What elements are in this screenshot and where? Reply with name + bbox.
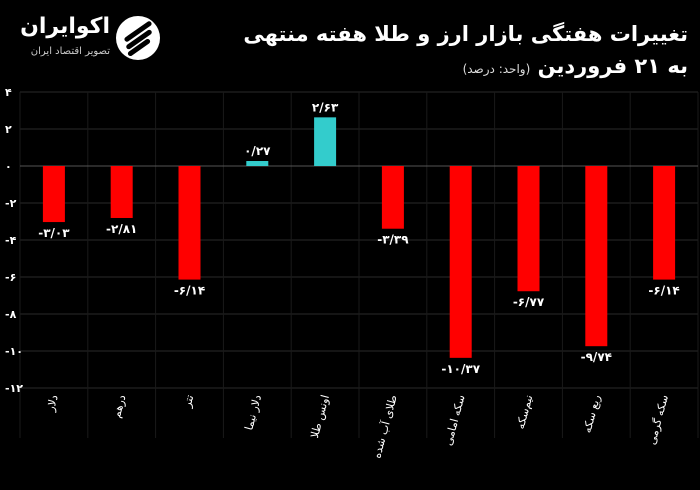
category-label: سکه امامی: [442, 393, 468, 447]
title-line-1: تغییرات هفتگی بازار ارز و طلا هفته منتهی: [243, 22, 688, 46]
grid-lines: [19, 91, 699, 438]
data-labels: -۳/۰۳ -۲/۸۱ -۶/۱۴ ۰/۲۷ ۲/۶۳ -۳/۳۹ -۱۰/۳۷ -۶/۷۷ -…: [38, 100, 680, 376]
unit-note: (واحد: درصد): [462, 62, 531, 76]
x-axis: دلار درهم تتر دلار نیما اونس طلا طلای آب شده س…: [44, 393, 671, 460]
data-label: -۶/۷۷: [513, 295, 545, 309]
y-tick-label: -۱۰: [5, 345, 23, 358]
data-label: -۱۰/۳۷: [441, 362, 480, 376]
bar: [585, 166, 608, 347]
y-tick-label: -۱۲: [5, 382, 23, 395]
category-label: ربع سکه: [581, 393, 604, 434]
category-label: نیم‌سکه: [514, 393, 536, 430]
data-label: -۹/۷۴: [581, 350, 612, 364]
y-tick-label: -۸: [5, 308, 17, 321]
data-label: -۶/۱۴: [648, 284, 679, 298]
chart-title: تغییرات هفتگی بازار ارز و طلا هفته منتهی…: [228, 18, 688, 85]
y-tick-label: ۴: [5, 86, 12, 99]
brand-name: اکوایران: [20, 14, 110, 39]
y-tick-label: ۲: [5, 123, 12, 136]
y-tick-label: ۰: [5, 160, 12, 173]
bar: [653, 166, 676, 280]
bar: [314, 117, 337, 166]
y-tick-label: -۶: [5, 271, 16, 284]
data-label: -۳/۳۹: [377, 233, 409, 247]
category-label: تتر: [180, 393, 196, 409]
category-label: سکه گرمی: [645, 393, 671, 446]
data-label: -۶/۱۴: [174, 284, 205, 298]
data-label: ۰/۲۷: [244, 144, 271, 158]
category-label: دلار: [44, 393, 61, 413]
bar: [449, 166, 472, 358]
category-label: دلار نیما: [242, 393, 264, 431]
title-line-2: به ۲۱ فروردین (واحد: درصد): [228, 50, 688, 85]
bar: [178, 166, 201, 280]
title-line-2-text: به ۲۱ فروردین: [537, 54, 688, 78]
y-tick-label: -۴: [5, 234, 17, 247]
y-axis: ۴ ۲ ۰ -۲ -۴ -۶ -۸ -۱۰ -۱۲: [5, 86, 23, 395]
logo-icon: [116, 16, 160, 60]
category-label: اونس طلا: [308, 393, 332, 439]
category-label: درهم: [110, 393, 129, 419]
bar: [110, 166, 133, 218]
bars: [42, 117, 676, 358]
y-tick-label: -۲: [5, 197, 17, 210]
data-label: -۳/۰۳: [38, 226, 70, 240]
data-label: -۲/۸۱: [106, 222, 137, 236]
bar: [246, 161, 269, 166]
data-label: ۲/۶۳: [312, 100, 339, 114]
bar: [42, 166, 65, 223]
brand-tagline: تصویر اقتصاد ایران: [30, 46, 110, 57]
category-label: طلای آب شده: [369, 393, 399, 460]
brand-logo: اکوایران تصویر اقتصاد ایران: [12, 14, 162, 70]
bar: [381, 166, 404, 229]
bar: [517, 166, 540, 292]
